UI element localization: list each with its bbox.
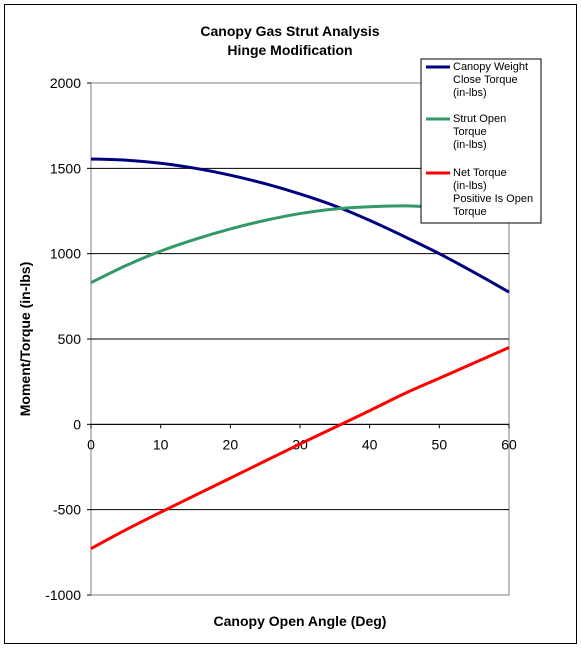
- legend-label: Torque: [453, 206, 487, 218]
- x-tick-label: 0: [87, 436, 95, 452]
- legend-label: Positive Is Open: [453, 193, 533, 205]
- legend-box: [420, 58, 542, 224]
- legend-label: Strut Open: [453, 113, 506, 125]
- series-line-1: [90, 157, 510, 294]
- y-tick-label: -1000: [45, 587, 81, 603]
- chart-title-line-1: Canopy Gas Strut Analysis: [200, 23, 379, 39]
- legend-label: (in-lbs): [453, 87, 487, 99]
- legend-label: Close Torque: [453, 74, 518, 86]
- x-tick-label: 40: [362, 436, 378, 452]
- y-tick-label: -500: [53, 502, 81, 518]
- legend-label: Net Torque: [453, 167, 507, 179]
- chart-title-line-2: Hinge Modification: [227, 42, 352, 58]
- x-axis-ticks: 0 10 20 30 40 50 60: [87, 423, 517, 452]
- y-tick-label: 500: [58, 331, 82, 347]
- y-tick-label: 1500: [50, 160, 81, 176]
- legend-label: (in-lbs): [453, 180, 487, 192]
- y-tick-label: 1000: [50, 246, 81, 262]
- y-axis-title: Moment/Torque (in-lbs): [17, 262, 33, 417]
- x-axis-title: Canopy Open Angle (Deg): [214, 613, 387, 629]
- series-line-3: [90, 346, 510, 550]
- x-tick-label: 10: [153, 436, 169, 452]
- legend-label: (in-lbs): [453, 139, 487, 151]
- y-tick-label: 0: [73, 416, 81, 432]
- x-tick-label: 60: [501, 436, 517, 452]
- x-tick-label: 50: [432, 436, 448, 452]
- x-tick-label: 20: [223, 436, 239, 452]
- legend-label: Canopy Weight: [453, 61, 528, 73]
- legend-label: Torque: [453, 126, 487, 138]
- y-tick-label: 2000: [50, 75, 81, 91]
- y-axis-ticks: -1000 -500 0 500 1000 1500 2000: [45, 75, 91, 603]
